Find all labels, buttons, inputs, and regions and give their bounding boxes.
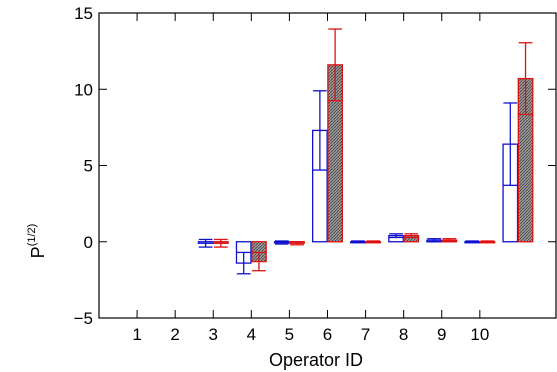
x-tick-label: 9	[437, 325, 446, 344]
x-tick-label: 2	[170, 325, 179, 344]
y-tick-label: −5	[74, 309, 93, 328]
x-tick-label: 3	[209, 325, 218, 344]
x-tick-label: 4	[247, 325, 256, 344]
y-tick-label: 15	[74, 4, 93, 23]
x-tick-label: 1	[132, 325, 141, 344]
bars	[197, 28, 534, 275]
y-axis-label-sup: (1/2)	[26, 224, 38, 247]
x-tick-label: 10	[470, 325, 489, 344]
y-tick-label: 5	[84, 157, 93, 176]
y-axis-label-base: P	[28, 246, 48, 258]
x-tick-label: 7	[361, 325, 370, 344]
y-axis-label: P(1/2)	[26, 224, 48, 259]
y-tick-label: 10	[74, 80, 93, 99]
x-axis: 1 2 3 4 5 6 7 8 9 10	[132, 13, 489, 344]
x-tick-label: 8	[399, 325, 408, 344]
x-axis-label: Operator ID	[269, 350, 363, 370]
y-tick-label: 0	[84, 233, 93, 252]
x-tick-label: 6	[323, 325, 332, 344]
x-tick-label: 5	[285, 325, 294, 344]
y-axis: −5 0 5 10 15	[74, 4, 556, 328]
